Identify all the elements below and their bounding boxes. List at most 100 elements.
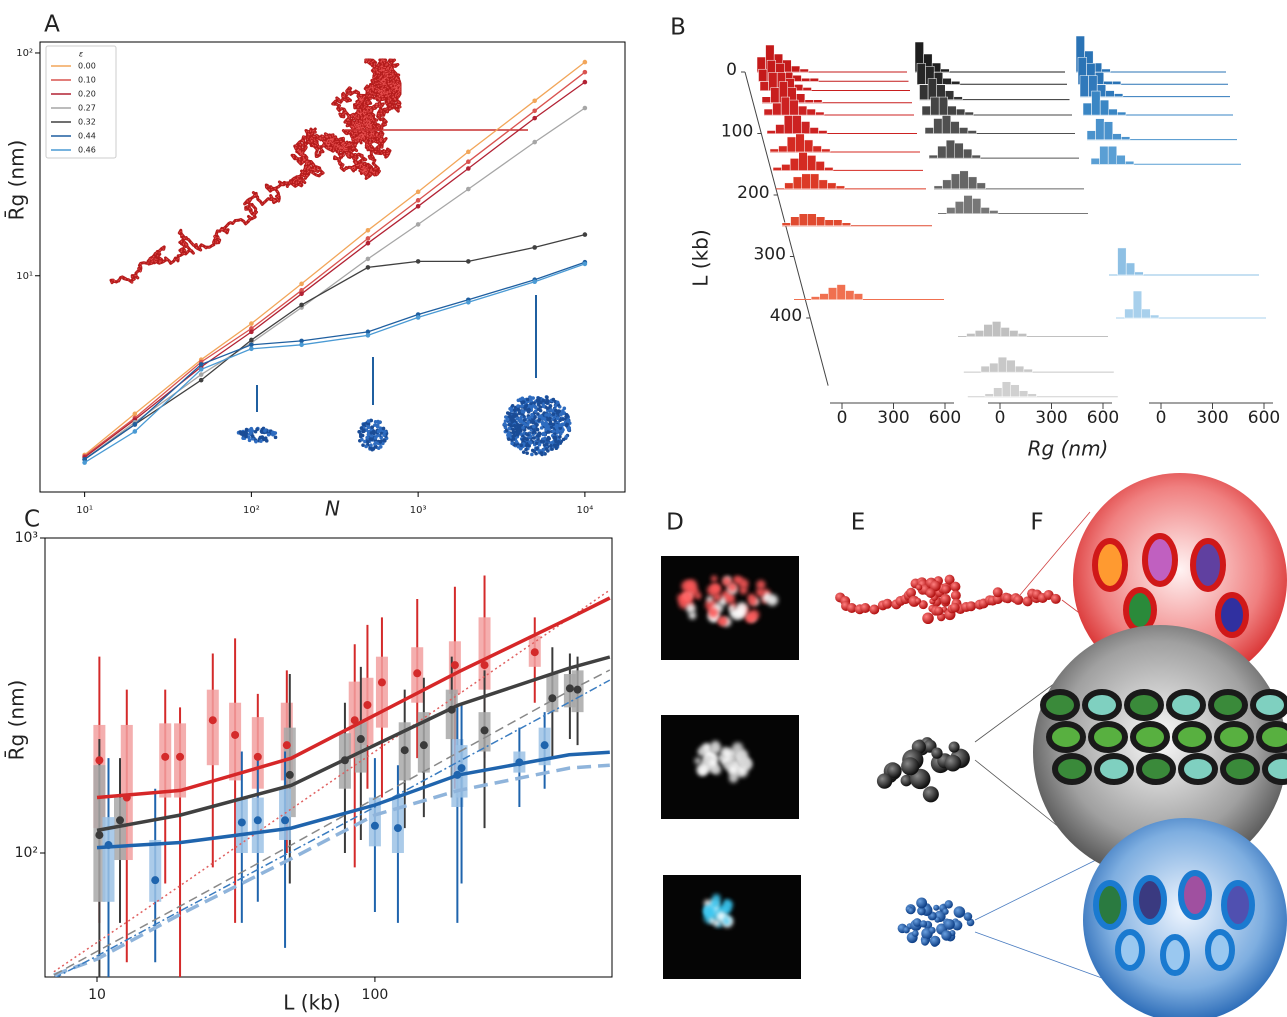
bead bbox=[944, 919, 955, 930]
bead bbox=[934, 606, 943, 615]
histogram-bar bbox=[917, 63, 926, 84]
globule-bead bbox=[537, 418, 541, 422]
histogram-bar bbox=[1080, 76, 1089, 97]
rg-tick-label: 300 bbox=[877, 408, 909, 428]
rg-tick-label: 300 bbox=[1035, 408, 1067, 428]
bead bbox=[729, 766, 737, 774]
globule-bead bbox=[551, 429, 555, 433]
histogram-bar bbox=[1011, 385, 1020, 397]
globule-bead bbox=[528, 440, 532, 444]
histogram-bar bbox=[813, 146, 822, 152]
globule-bead bbox=[520, 404, 524, 408]
globule-bead bbox=[545, 447, 549, 451]
globule-bead bbox=[564, 435, 568, 439]
series-point bbox=[416, 315, 421, 320]
mean-point bbox=[104, 841, 112, 849]
bead bbox=[887, 764, 902, 779]
globule-bead bbox=[263, 429, 267, 433]
ring bbox=[1169, 692, 1203, 718]
histogram-bar bbox=[992, 321, 1001, 336]
histogram-bar bbox=[810, 128, 819, 134]
bead bbox=[727, 582, 737, 592]
x-tick-label: 10 bbox=[88, 987, 106, 1003]
histogram-bar bbox=[803, 87, 812, 90]
globule-bead bbox=[366, 440, 370, 444]
globule-bead bbox=[527, 420, 531, 424]
globule-bead bbox=[506, 418, 510, 422]
globule-bead bbox=[535, 447, 539, 451]
histogram-bar bbox=[942, 116, 951, 134]
globule-bead bbox=[526, 433, 530, 437]
histogram-bar bbox=[1092, 91, 1101, 115]
histogram-bar bbox=[802, 174, 811, 189]
globule-bead bbox=[544, 427, 548, 431]
mean-point bbox=[231, 731, 239, 739]
bead bbox=[704, 905, 714, 915]
histogram-bar bbox=[1114, 94, 1123, 97]
ring bbox=[1175, 724, 1209, 750]
histogram-bar bbox=[807, 155, 816, 170]
globule-bead bbox=[264, 436, 268, 440]
box bbox=[376, 657, 388, 728]
globule-bead bbox=[526, 398, 530, 402]
mean-point bbox=[378, 678, 386, 686]
bead bbox=[711, 584, 719, 592]
ring bbox=[1091, 724, 1125, 750]
histogram-bar bbox=[1117, 112, 1126, 115]
series-point bbox=[199, 372, 204, 377]
histogram-bar bbox=[854, 294, 863, 300]
histogram-bar bbox=[941, 69, 950, 72]
bead bbox=[901, 757, 919, 775]
histogram-bar bbox=[1091, 158, 1100, 164]
globule-bead bbox=[530, 406, 534, 410]
histogram-bar bbox=[791, 66, 800, 72]
mean-point bbox=[286, 771, 294, 779]
bead bbox=[915, 598, 921, 604]
histogram-bar bbox=[925, 128, 934, 134]
bead bbox=[908, 908, 914, 914]
panel-label: D bbox=[666, 510, 684, 536]
ring bbox=[1253, 692, 1287, 718]
x-tick-label: 10⁴ bbox=[577, 505, 594, 516]
bead bbox=[713, 920, 720, 927]
globule-bead bbox=[521, 410, 525, 414]
histogram-bar bbox=[1083, 103, 1092, 115]
ring bbox=[1259, 724, 1287, 750]
rg-tick-label: 600 bbox=[929, 408, 961, 428]
x-tick-label: 10² bbox=[243, 505, 260, 516]
series-point bbox=[583, 262, 588, 267]
series-point bbox=[583, 60, 588, 65]
bead bbox=[921, 938, 929, 946]
histogram-bar bbox=[785, 183, 794, 189]
globule-bead bbox=[520, 401, 524, 405]
histogram-bar bbox=[1135, 272, 1144, 275]
series-point bbox=[583, 70, 588, 75]
globule-bead bbox=[507, 437, 511, 441]
globule-bead bbox=[540, 426, 544, 430]
series-point bbox=[466, 300, 471, 305]
globule-bead bbox=[523, 436, 527, 440]
mean-point bbox=[283, 741, 291, 749]
connector bbox=[975, 858, 1100, 920]
series-point bbox=[466, 259, 471, 264]
mean-point bbox=[413, 669, 421, 677]
globule-bead bbox=[521, 426, 525, 430]
bead bbox=[767, 594, 778, 605]
bead bbox=[708, 608, 718, 618]
bead bbox=[756, 580, 765, 589]
legend-label: 0.27 bbox=[78, 104, 96, 113]
bead bbox=[916, 584, 922, 590]
globule-bead bbox=[543, 433, 547, 437]
rg-tick-label: 0 bbox=[995, 408, 1006, 428]
globule-bead bbox=[509, 423, 513, 427]
histogram-bar bbox=[972, 155, 981, 158]
histogram-bar bbox=[1113, 134, 1122, 140]
histogram-bar bbox=[1028, 394, 1037, 397]
bead bbox=[747, 614, 756, 623]
bead bbox=[966, 601, 976, 611]
histogram-bar bbox=[760, 81, 769, 90]
bead bbox=[703, 743, 711, 751]
l-tick-label: 0 bbox=[726, 60, 737, 80]
histogram-bar bbox=[1121, 137, 1130, 140]
ring bbox=[1208, 932, 1232, 968]
